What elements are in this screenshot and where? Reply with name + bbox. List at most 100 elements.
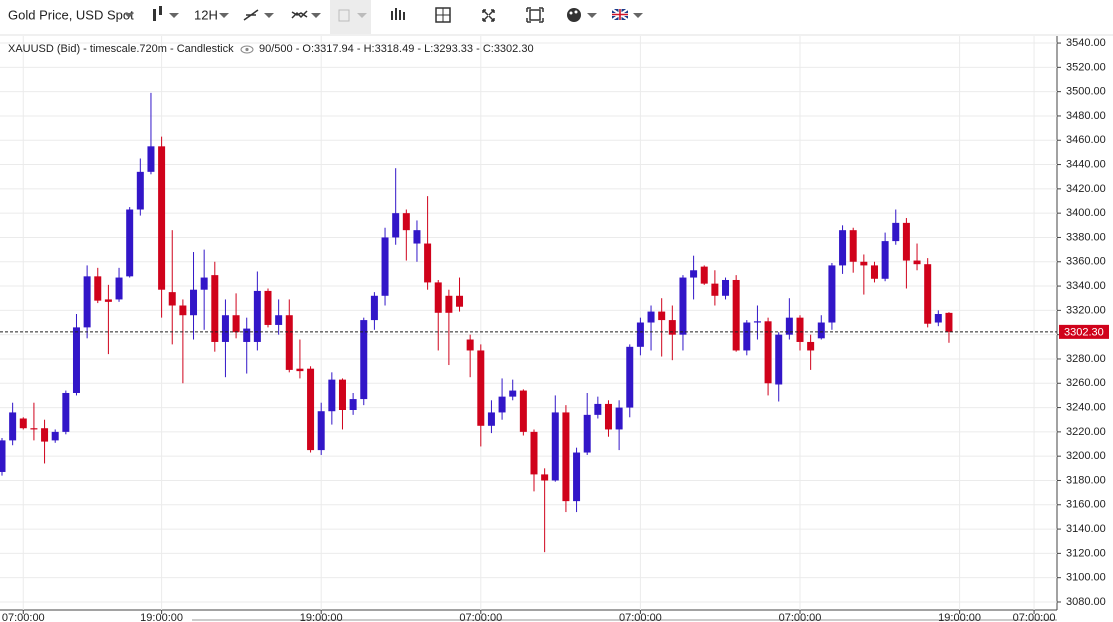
y-tick-label: 3220.00 — [1066, 426, 1106, 438]
candle-body — [275, 315, 283, 325]
indicators-button[interactable] — [291, 10, 321, 19]
candle-body — [402, 213, 410, 231]
candle-body — [764, 321, 772, 384]
last-price-label: 3302.30 — [1064, 326, 1104, 338]
y-tick-label: 3440.00 — [1066, 158, 1106, 170]
candle-body — [94, 276, 102, 301]
candle-body — [392, 213, 400, 238]
x-tick-label: 07:00:00 — [459, 612, 502, 622]
draw-tools-button[interactable] — [243, 9, 274, 21]
candle-body — [700, 266, 708, 284]
candle-body — [168, 292, 176, 306]
candle-body — [711, 283, 719, 296]
candle-body — [104, 299, 112, 302]
candle-body — [796, 317, 804, 342]
candle-body — [296, 368, 304, 372]
candle-body — [573, 452, 581, 502]
timeframe-selector[interactable]: 12H — [194, 7, 218, 22]
candle-body — [785, 317, 793, 335]
candle-body — [679, 277, 687, 335]
theme-button[interactable] — [567, 8, 597, 22]
candle-body — [604, 403, 612, 430]
candle-body — [72, 327, 80, 393]
candle-body — [211, 275, 219, 342]
candle-body — [551, 412, 559, 481]
y-tick-label: 3360.00 — [1066, 256, 1106, 268]
candle-body — [456, 295, 464, 307]
y-tick-label: 3520.00 — [1066, 61, 1106, 73]
candle-body — [743, 322, 751, 351]
candle-body — [647, 311, 655, 323]
candle-body — [807, 341, 815, 351]
language-button[interactable] — [611, 8, 643, 21]
candle-body — [232, 315, 240, 333]
y-tick-label: 3400.00 — [1066, 207, 1106, 219]
candle-body — [30, 428, 38, 430]
candle-body — [349, 399, 357, 410]
candle-body — [530, 431, 538, 475]
zoom-fit-button[interactable] — [526, 7, 544, 23]
candle-body — [360, 320, 368, 400]
chart-type-button[interactable] — [153, 6, 179, 21]
candle-body — [860, 261, 868, 266]
dropdown-caret[interactable] — [219, 13, 229, 18]
candle-body — [9, 412, 17, 441]
candle-body — [317, 411, 325, 451]
y-tick-label: 3340.00 — [1066, 280, 1106, 292]
candle-body — [519, 390, 527, 432]
candle-body — [264, 290, 272, 325]
candle-body — [62, 392, 70, 432]
grid: 3080.00 3100.00 3120.00 3140.00 3160.00 3180.… — [0, 36, 1106, 622]
candle-body — [434, 282, 442, 313]
candle-body — [285, 315, 293, 370]
candle-body — [147, 146, 155, 172]
x-tick-label: 07:00:00 — [779, 612, 822, 622]
crosshair-button[interactable] — [435, 7, 451, 23]
y-tick-label: 3080.00 — [1066, 596, 1106, 608]
candle-body — [498, 396, 506, 413]
info-stats: 90/500 - O:3317.94 - H:3318.49 - L:3293.… — [259, 43, 534, 55]
y-tick-label: 3160.00 — [1066, 499, 1106, 511]
candle-body — [594, 403, 602, 415]
candle-body — [126, 209, 134, 277]
candle-body — [690, 270, 698, 278]
candle-body — [136, 171, 144, 210]
y-tick-label: 3260.00 — [1066, 377, 1106, 389]
candle-body — [19, 418, 27, 429]
candle-body — [487, 412, 495, 426]
candle-body — [243, 328, 251, 342]
y-tick-label: 3280.00 — [1066, 353, 1106, 365]
candle-body — [200, 277, 208, 290]
candle-body — [413, 230, 421, 244]
candle-body — [881, 241, 889, 279]
overlay: 3302.30 — [0, 324, 1109, 339]
candle-body — [583, 414, 591, 453]
candle-body — [328, 379, 336, 412]
candle-body — [892, 222, 900, 242]
candle-body — [51, 431, 59, 441]
y-tick-label: 3180.00 — [1066, 474, 1106, 486]
candle-body — [817, 322, 825, 339]
candle-body — [445, 295, 453, 313]
candle-body — [913, 260, 921, 265]
candle-body — [179, 305, 187, 316]
candle-body — [541, 474, 549, 481]
candle-body — [658, 311, 666, 321]
candle-body — [221, 315, 229, 342]
candle-body — [870, 265, 878, 279]
candle-body — [626, 346, 634, 408]
candle-body — [753, 321, 761, 323]
x-tick-label: 07:00:00 — [619, 612, 662, 622]
y-tick-label: 3100.00 — [1066, 572, 1106, 584]
instrument-selector[interactable]: Gold Price, USD Spot — [8, 7, 134, 22]
x-tick-label: 19:00:00 — [938, 612, 981, 622]
toolbar — [0, 0, 1113, 35]
candle-body — [615, 407, 623, 430]
y-tick-label: 3460.00 — [1066, 134, 1106, 146]
last-price-tag — [1059, 324, 1109, 339]
volume-button[interactable] — [391, 8, 405, 20]
dropdown-caret[interactable] — [124, 13, 134, 18]
fullscreen-button[interactable] — [482, 9, 495, 22]
visibility-icon[interactable] — [240, 45, 254, 54]
